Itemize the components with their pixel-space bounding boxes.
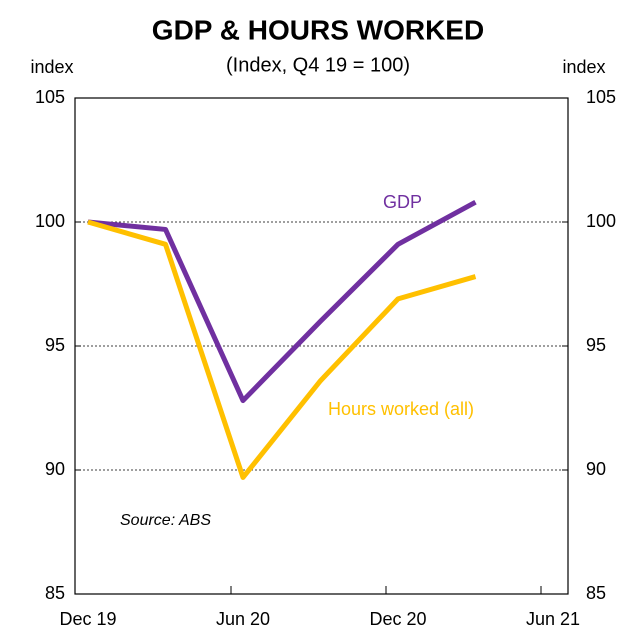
- plot-frame: [74, 97, 569, 595]
- x-tick-label: Dec 19: [59, 609, 116, 629]
- series-line: [87, 219, 477, 480]
- series-line: [87, 199, 477, 404]
- chart-title: GDP & HOURS WORKED: [152, 14, 484, 45]
- y-tick-label: 105: [35, 87, 65, 107]
- y2-tick-label: 95: [586, 335, 606, 355]
- series-label: GDP: [383, 192, 422, 212]
- y-tick-label: 90: [45, 459, 65, 479]
- y2-tick-label: 90: [586, 459, 606, 479]
- y2-axis-label: index: [562, 57, 605, 77]
- source-note: Source: ABS: [120, 512, 211, 529]
- y2-tick-label: 85: [586, 583, 606, 603]
- chart-subtitle: (Index, Q4 19 = 100): [226, 54, 410, 76]
- y-tick-label: 100: [35, 211, 65, 231]
- x-tick-label: Dec 20: [369, 609, 426, 629]
- x-tick-label: Jun 20: [216, 609, 270, 629]
- x-tick-label: Jun 21: [526, 609, 580, 629]
- series-label: Hours worked (all): [328, 399, 474, 419]
- y2-tick-label: 100: [586, 211, 616, 231]
- y-tick-label: 95: [45, 335, 65, 355]
- y2-tick-label: 105: [586, 87, 616, 107]
- y-axis-label: index: [30, 57, 73, 77]
- y-tick-label: 85: [45, 583, 65, 603]
